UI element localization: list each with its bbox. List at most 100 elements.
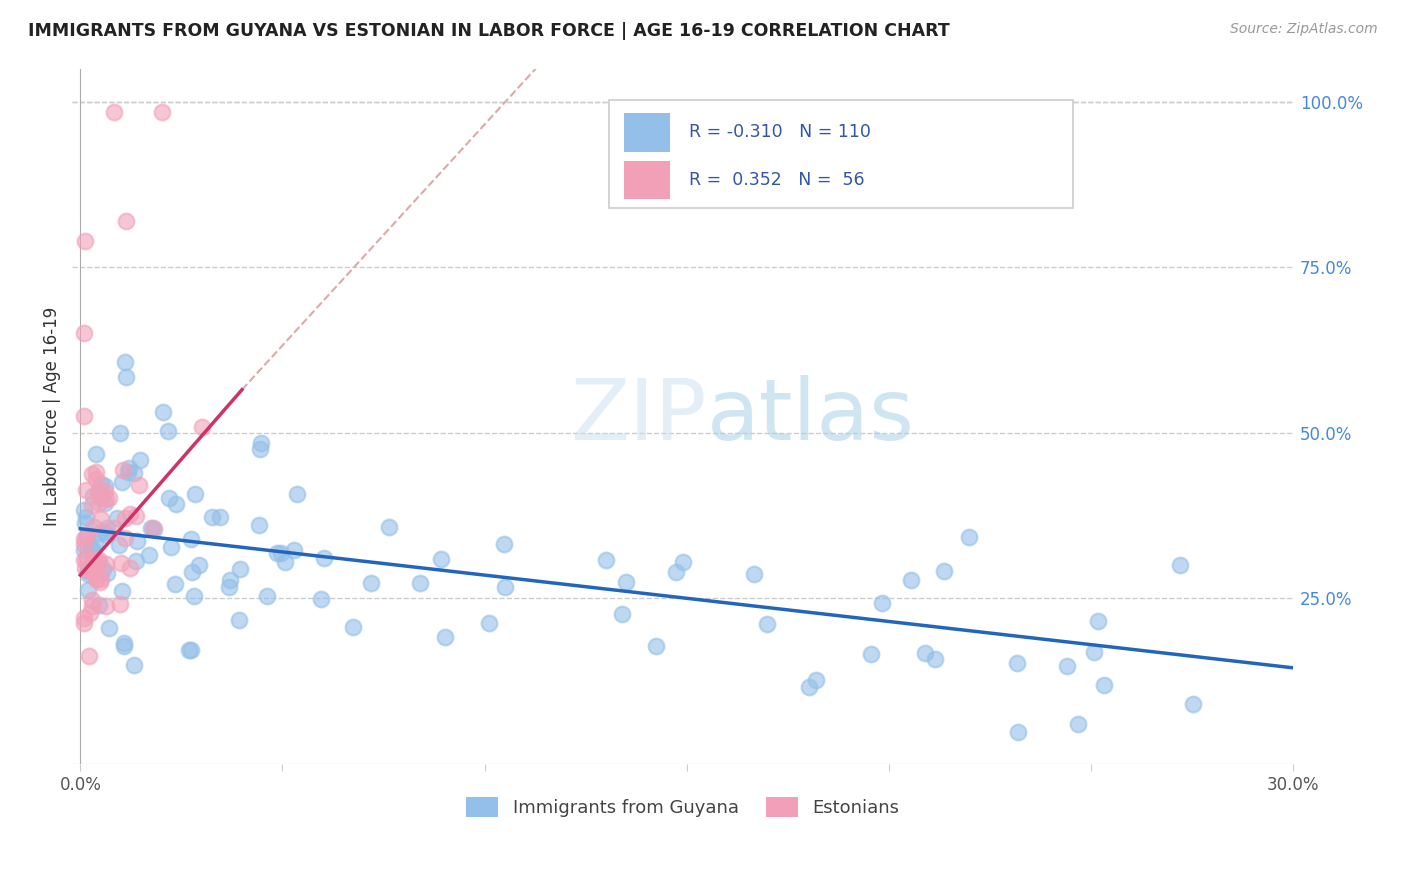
Point xyxy=(860,647,883,661)
Point xyxy=(87,553,110,567)
Point xyxy=(103,104,125,119)
Point xyxy=(75,551,97,566)
Point xyxy=(82,599,104,613)
Point xyxy=(434,630,457,644)
Point xyxy=(285,486,308,500)
Point xyxy=(672,555,695,569)
Point xyxy=(77,583,100,598)
Point xyxy=(110,556,132,570)
Point xyxy=(247,517,270,532)
Point xyxy=(644,639,666,653)
Point xyxy=(360,575,382,590)
Point xyxy=(112,639,135,653)
Point xyxy=(122,466,145,480)
Point xyxy=(98,491,121,505)
Point xyxy=(73,326,96,341)
Point xyxy=(165,497,187,511)
Point xyxy=(77,649,100,664)
Point xyxy=(127,534,149,549)
Point xyxy=(83,520,105,534)
Point xyxy=(73,553,96,567)
Point xyxy=(804,673,827,687)
Point xyxy=(73,516,96,530)
Point xyxy=(80,563,103,577)
Point xyxy=(914,646,936,660)
Point xyxy=(76,564,98,578)
Point xyxy=(139,521,162,535)
Point xyxy=(87,555,110,569)
FancyBboxPatch shape xyxy=(624,161,671,199)
Point xyxy=(152,405,174,419)
Text: R =  0.352   N =  56: R = 0.352 N = 56 xyxy=(689,171,865,189)
Point xyxy=(75,483,97,498)
Point xyxy=(111,475,134,490)
Point xyxy=(201,510,224,524)
Legend: Immigrants from Guyana, Estonians: Immigrants from Guyana, Estonians xyxy=(458,790,907,824)
Point xyxy=(283,543,305,558)
Point xyxy=(1181,697,1204,711)
Point xyxy=(157,491,180,506)
Point xyxy=(311,591,333,606)
Point xyxy=(73,409,96,424)
Point xyxy=(73,532,96,546)
Point xyxy=(124,554,146,568)
Point xyxy=(87,598,110,612)
Point xyxy=(1056,659,1078,673)
Point xyxy=(73,561,96,575)
Point xyxy=(114,370,136,384)
Point xyxy=(89,483,111,497)
Point xyxy=(87,525,110,540)
Point xyxy=(89,573,111,587)
Point xyxy=(492,537,515,551)
Point xyxy=(94,525,117,540)
Point xyxy=(108,597,131,611)
Point xyxy=(218,580,240,594)
Point xyxy=(957,530,980,544)
Point xyxy=(94,599,117,613)
Point xyxy=(73,611,96,625)
Point xyxy=(114,531,136,545)
Point xyxy=(84,472,107,486)
Point xyxy=(73,503,96,517)
Point xyxy=(900,574,922,588)
Point xyxy=(183,589,205,603)
Point xyxy=(129,453,152,467)
Point xyxy=(180,643,202,657)
Point xyxy=(1168,558,1191,573)
Point xyxy=(614,575,637,590)
Point xyxy=(90,477,112,491)
Point xyxy=(1083,644,1105,658)
Point xyxy=(314,550,336,565)
Point xyxy=(150,104,173,119)
Point xyxy=(932,565,955,579)
Point xyxy=(84,447,107,461)
Point xyxy=(82,489,104,503)
Point xyxy=(430,552,453,566)
Text: IMMIGRANTS FROM GUYANA VS ESTONIAN IN LABOR FORCE | AGE 16-19 CORRELATION CHART: IMMIGRANTS FROM GUYANA VS ESTONIAN IN LA… xyxy=(28,22,950,40)
Point xyxy=(96,566,118,581)
Point xyxy=(107,538,129,552)
Point xyxy=(93,484,115,499)
Point xyxy=(118,461,141,475)
Point xyxy=(93,478,115,492)
Point xyxy=(595,553,617,567)
Y-axis label: In Labor Force | Age 16-19: In Labor Force | Age 16-19 xyxy=(44,307,60,525)
Point xyxy=(79,606,101,620)
Point xyxy=(86,465,108,479)
Point xyxy=(478,616,501,631)
Point xyxy=(98,621,121,635)
Point xyxy=(90,490,112,504)
Point xyxy=(84,557,107,571)
Point xyxy=(76,528,98,542)
Point xyxy=(114,511,136,525)
Point xyxy=(122,658,145,673)
Point xyxy=(266,546,288,560)
Point xyxy=(75,234,97,248)
FancyBboxPatch shape xyxy=(609,100,1073,208)
Text: R = -0.310   N = 110: R = -0.310 N = 110 xyxy=(689,123,870,142)
Point xyxy=(179,643,201,657)
Point xyxy=(80,498,103,512)
Point xyxy=(1066,717,1088,731)
Point xyxy=(118,561,141,575)
Point xyxy=(180,532,202,546)
